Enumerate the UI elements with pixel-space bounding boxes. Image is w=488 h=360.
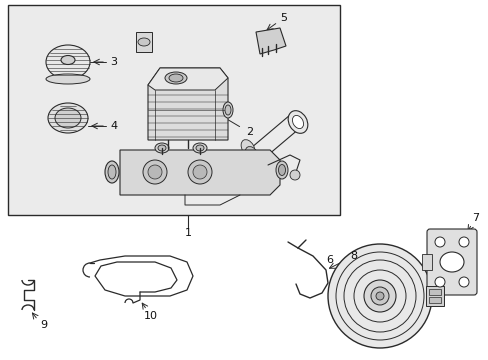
Text: 10: 10	[143, 311, 158, 321]
Circle shape	[327, 244, 431, 348]
Ellipse shape	[253, 161, 266, 177]
Bar	[8, 5, 339, 215]
Ellipse shape	[46, 74, 90, 84]
Ellipse shape	[257, 167, 270, 184]
Bar	[421, 254, 431, 270]
Text: 6: 6	[326, 255, 333, 265]
Ellipse shape	[248, 153, 263, 170]
Bar	[428, 297, 440, 303]
Circle shape	[370, 287, 388, 305]
Circle shape	[434, 237, 444, 247]
Bar	[428, 289, 440, 295]
Ellipse shape	[138, 38, 150, 46]
Ellipse shape	[196, 145, 203, 151]
Text: 5: 5	[280, 13, 287, 23]
Text: 8: 8	[350, 251, 357, 261]
Circle shape	[148, 165, 162, 179]
Text: 2: 2	[246, 127, 253, 137]
Ellipse shape	[46, 45, 90, 79]
Ellipse shape	[158, 145, 165, 151]
FancyBboxPatch shape	[426, 229, 476, 295]
Text: 9: 9	[41, 320, 47, 330]
Circle shape	[375, 292, 383, 300]
Circle shape	[193, 165, 206, 179]
Ellipse shape	[108, 165, 116, 179]
Ellipse shape	[439, 252, 463, 272]
Circle shape	[363, 280, 395, 312]
Circle shape	[142, 160, 167, 184]
Ellipse shape	[244, 147, 258, 163]
Circle shape	[458, 237, 468, 247]
Ellipse shape	[287, 111, 307, 133]
Ellipse shape	[48, 103, 88, 133]
Ellipse shape	[261, 174, 274, 191]
Ellipse shape	[193, 143, 206, 153]
Text: 4: 4	[110, 121, 117, 131]
Polygon shape	[148, 68, 227, 140]
Ellipse shape	[169, 74, 183, 82]
Circle shape	[458, 277, 468, 287]
Ellipse shape	[55, 108, 81, 128]
Ellipse shape	[61, 55, 75, 64]
Ellipse shape	[241, 140, 254, 156]
Bar	[136, 32, 152, 52]
Circle shape	[187, 160, 212, 184]
Ellipse shape	[155, 143, 169, 153]
Ellipse shape	[224, 105, 230, 115]
Ellipse shape	[223, 102, 232, 118]
Text: 3: 3	[110, 57, 117, 67]
Ellipse shape	[292, 116, 303, 129]
Bar	[425, 286, 443, 306]
Polygon shape	[120, 150, 280, 195]
Ellipse shape	[105, 161, 119, 183]
Ellipse shape	[164, 72, 186, 84]
Text: 7: 7	[471, 213, 479, 223]
Polygon shape	[148, 68, 227, 90]
Polygon shape	[256, 28, 285, 54]
Ellipse shape	[278, 165, 285, 176]
Circle shape	[434, 277, 444, 287]
Circle shape	[289, 170, 299, 180]
Ellipse shape	[275, 161, 287, 179]
Text: 1: 1	[184, 228, 191, 238]
